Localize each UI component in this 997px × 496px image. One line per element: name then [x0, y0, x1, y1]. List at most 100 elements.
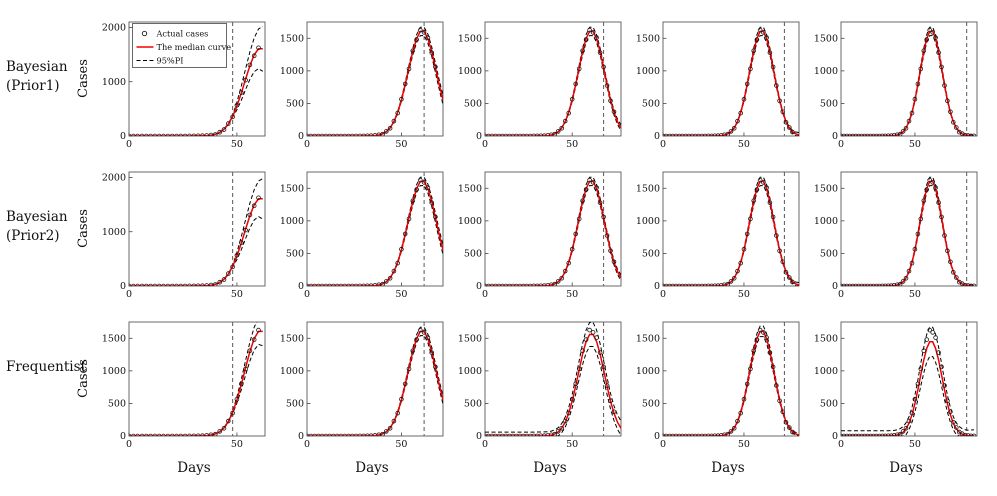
actual-case-point: [709, 133, 714, 136]
actual-case-point: [748, 366, 753, 372]
actual-case-point: [243, 77, 248, 83]
actual-case-point: [601, 364, 606, 370]
actual-case-point: [380, 281, 385, 286]
actual-case-point: [770, 64, 776, 70]
actual-case-point: [948, 109, 953, 115]
actual-case-point: [909, 260, 915, 266]
y-tick-label: 500: [642, 99, 660, 110]
actual-case-point: [850, 133, 856, 136]
actual-case-point: [402, 231, 408, 237]
actual-case-point: [761, 330, 766, 335]
actual-case-point: [689, 283, 695, 286]
subplot-frequentist-col4: 0 50 0 500 1000 1500: [626, 314, 804, 460]
actual-case-point: [954, 125, 959, 130]
actual-case-point: [865, 133, 870, 136]
actual-case-point: [135, 433, 140, 436]
actual-case-point: [429, 50, 435, 55]
y-tick-label: 1500: [814, 333, 838, 344]
median-curve: [663, 330, 799, 436]
y-tick-label: 1000: [814, 366, 838, 377]
x-tick-label: 0: [482, 439, 488, 450]
actual-case-point: [693, 433, 698, 436]
actual-case-point: [696, 283, 701, 286]
actual-case-point: [251, 53, 257, 58]
axes-box: [662, 171, 800, 287]
actual-points: [485, 327, 617, 436]
actual-case-point: [847, 283, 853, 286]
y-tick-label: 0: [832, 131, 838, 142]
actual-case-point: [787, 275, 792, 280]
actual-case-point: [850, 283, 856, 286]
actual-case-point: [738, 410, 743, 416]
actual-case-point: [906, 418, 912, 424]
chart-row-bayesian-prior1: Bayesian (Prior1) Cases 0 50 0 1000 2000 Actu…: [0, 14, 997, 164]
x-tick-label: 0: [126, 439, 132, 450]
actual-case-point: [221, 277, 227, 282]
actual-case-point: [945, 248, 950, 254]
actual-case-point: [406, 366, 412, 372]
actual-case-point: [702, 133, 708, 136]
actual-case-point: [200, 433, 205, 436]
y-tick-label: 500: [464, 99, 482, 110]
actual-case-point: [590, 330, 596, 335]
actual-case-point: [169, 283, 175, 286]
y-tick-label: 1000: [102, 77, 126, 88]
actual-case-point: [594, 35, 599, 40]
actual-case-point: [387, 426, 393, 431]
actual-case-point: [399, 96, 404, 102]
actual-case-point: [384, 429, 389, 434]
actual-case-point: [555, 429, 561, 434]
actual-case-point: [706, 433, 711, 436]
median-curve: [841, 180, 975, 286]
actual-case-point: [731, 276, 737, 281]
actual-case-point: [780, 259, 786, 265]
row-label-line2: (Prior1): [6, 77, 60, 94]
actual-case-point: [702, 283, 708, 286]
actual-case-point: [391, 418, 397, 424]
y-tick-label: 1000: [814, 216, 838, 227]
actual-case-point: [844, 283, 850, 286]
actual-points: [307, 27, 438, 136]
actual-case-point: [939, 364, 944, 370]
actual-case-point: [239, 240, 244, 245]
actual-case-point: [903, 276, 909, 281]
actual-case-point: [722, 282, 727, 286]
actual-case-point: [897, 281, 903, 286]
y-tick-label: 1500: [814, 183, 838, 194]
actual-case-point: [673, 283, 679, 286]
actual-case-point: [709, 433, 714, 436]
x-tick-label: 50: [909, 289, 921, 300]
x-axis-label-text: Days: [177, 460, 211, 476]
actual-case-point: [706, 283, 711, 286]
y-tick-label: 500: [642, 249, 660, 260]
actual-case-point: [555, 279, 561, 284]
actual-case-point: [204, 283, 209, 286]
actual-case-point: [234, 396, 240, 402]
chart-row-bayesian-prior2: Bayesian (Prior2) Cases 0 50 0 1000 2000 0 50…: [0, 164, 997, 314]
actual-case-point: [909, 410, 915, 416]
y-axis-label-text: Cases: [75, 58, 91, 98]
pi-lower-curve: [841, 356, 974, 436]
actual-case-point: [945, 98, 950, 104]
subplot-prior1-col2: 0 50 0 500 1000 1500: [270, 14, 448, 160]
actual-case-point: [433, 364, 438, 370]
x-axis-label-col4: Days: [626, 460, 804, 476]
y-tick-label: 1000: [102, 366, 126, 377]
y-tick-label: 0: [832, 431, 838, 442]
y-tick-label: 1000: [280, 216, 304, 227]
actual-case-point: [667, 433, 672, 436]
actual-case-point: [868, 433, 873, 436]
actual-case-point: [790, 129, 795, 135]
actual-case-point: [569, 96, 575, 102]
actual-case-point: [924, 187, 929, 192]
actual-case-point: [410, 48, 416, 53]
actual-case-point: [182, 433, 188, 436]
subplot-frequentist-col3: 0 50 0 500 1000 1500: [448, 314, 626, 460]
x-tick-label: 0: [660, 289, 666, 300]
actual-case-point: [399, 246, 404, 252]
x-tick-label: 0: [304, 139, 310, 150]
actual-case-point: [230, 410, 235, 416]
actual-case-point: [597, 350, 603, 355]
y-axis-label-cases-row1: Cases: [74, 14, 92, 142]
